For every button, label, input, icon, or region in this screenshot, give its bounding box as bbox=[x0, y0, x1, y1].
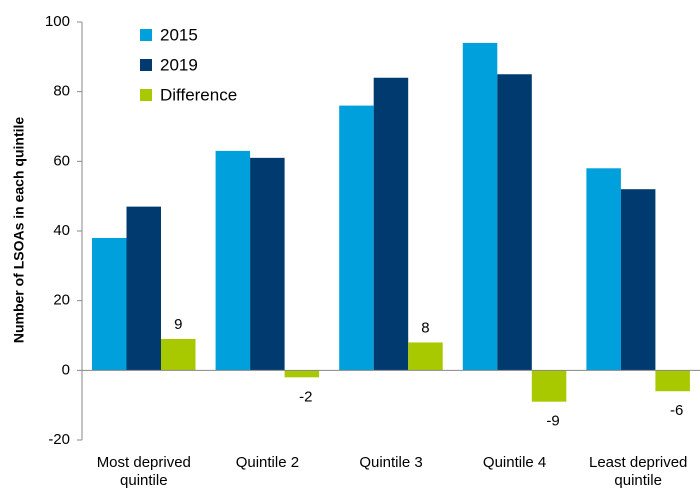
legend-swatch bbox=[140, 59, 152, 71]
legend-swatch bbox=[140, 29, 152, 41]
data-label: 8 bbox=[421, 319, 429, 336]
y-tick-label: 0 bbox=[62, 361, 70, 378]
legend-swatch bbox=[140, 89, 152, 101]
x-tick-label: Most deprived quintile bbox=[96, 454, 191, 489]
bar bbox=[408, 342, 443, 371]
data-label: -9 bbox=[546, 413, 559, 430]
bar bbox=[250, 157, 285, 371]
x-tick-label: Quintile 4 bbox=[482, 454, 547, 471]
bar bbox=[462, 42, 498, 371]
y-tick-label: 60 bbox=[53, 152, 70, 169]
bar bbox=[215, 150, 251, 371]
bar bbox=[497, 74, 532, 371]
y-tick-label: 40 bbox=[53, 222, 70, 239]
bar bbox=[126, 206, 161, 371]
x-tick-label: Quintile 3 bbox=[359, 454, 423, 471]
y-tick-label: 80 bbox=[53, 83, 70, 100]
data-label: 9 bbox=[174, 316, 182, 333]
bar bbox=[284, 370, 320, 378]
y-tick-label: -20 bbox=[48, 431, 70, 448]
legend-label: Difference bbox=[160, 85, 237, 104]
y-tick-label: 20 bbox=[53, 292, 70, 309]
y-tick-label: 100 bbox=[45, 13, 70, 30]
legend-label: 2015 bbox=[160, 25, 198, 44]
legend-label: 2019 bbox=[160, 55, 198, 74]
bar bbox=[586, 168, 621, 371]
data-label: -2 bbox=[299, 388, 312, 405]
bar bbox=[620, 189, 656, 371]
y-axis-label: Number of LSOAs in each quintile bbox=[11, 117, 27, 344]
bar bbox=[92, 237, 127, 371]
bar bbox=[655, 370, 690, 392]
bar bbox=[531, 370, 567, 402]
bar bbox=[373, 77, 409, 371]
x-tick-label: Quintile 2 bbox=[235, 454, 300, 471]
bar bbox=[339, 105, 374, 371]
data-label: -6 bbox=[670, 402, 683, 419]
x-tick-label: Least deprived quintile bbox=[588, 454, 688, 489]
bar bbox=[161, 338, 196, 371]
